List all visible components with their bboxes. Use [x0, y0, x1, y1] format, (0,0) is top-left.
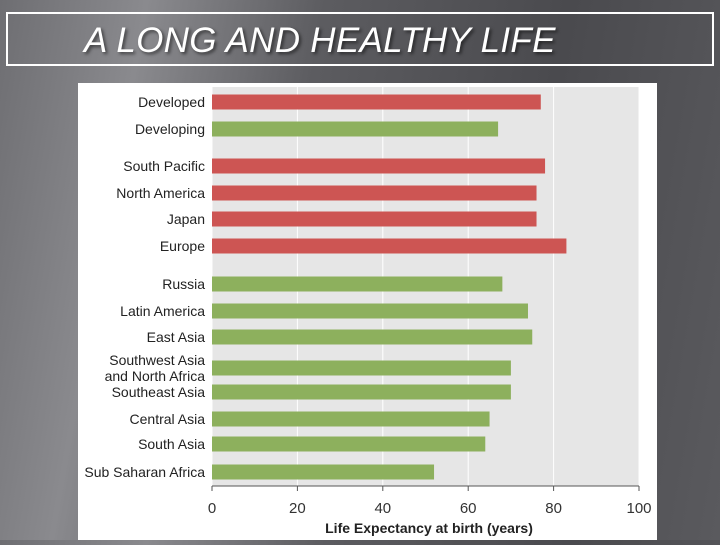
category-label: Sub Saharan Africa [84, 464, 205, 480]
x-axis-label: Life Expectancy at birth (years) [325, 520, 533, 536]
bar [212, 360, 511, 376]
bar [212, 185, 537, 201]
category-label: North America [116, 185, 205, 201]
slide-title: A LONG AND HEALTHY LIFE [84, 21, 556, 60]
bar [212, 329, 533, 345]
bar [212, 464, 435, 480]
category-label-line: Southwest Asia [109, 352, 205, 368]
bar [212, 411, 490, 427]
bar [212, 211, 537, 227]
bar [212, 121, 499, 137]
category-label: South Asia [138, 436, 205, 452]
x-tick-label: 20 [289, 500, 306, 517]
category-label: Japan [167, 211, 205, 227]
x-tick-label: 40 [374, 500, 391, 517]
bar [212, 238, 567, 254]
category-label: South Pacific [123, 158, 205, 174]
category-label: Europe [160, 238, 205, 254]
x-tick-label: 60 [460, 500, 477, 517]
category-label: Russia [162, 276, 205, 292]
title-frame [6, 12, 714, 66]
category-label: Central Asia [130, 411, 206, 427]
x-tick-label: 100 [626, 500, 651, 517]
bar [212, 158, 546, 174]
category-label: Developed [138, 94, 205, 110]
category-label: East Asia [147, 329, 206, 345]
chart-panel: Developed Developing South Pacific North Am… [78, 83, 657, 540]
bar [212, 94, 541, 110]
x-tick-label: 80 [545, 500, 562, 517]
category-label: Southwest Asia and North Africa [105, 352, 206, 384]
x-tick-label: 0 [208, 500, 216, 517]
bar [212, 276, 503, 292]
bar [212, 436, 486, 452]
bar [212, 384, 511, 400]
category-label: Developing [135, 121, 205, 137]
category-label-line: and North Africa [105, 368, 206, 384]
bar [212, 303, 528, 319]
category-label: Latin America [120, 303, 205, 319]
life-expectancy-chart: Developed Developing South Pacific North Am… [84, 87, 652, 536]
category-label: Southeast Asia [112, 384, 206, 400]
